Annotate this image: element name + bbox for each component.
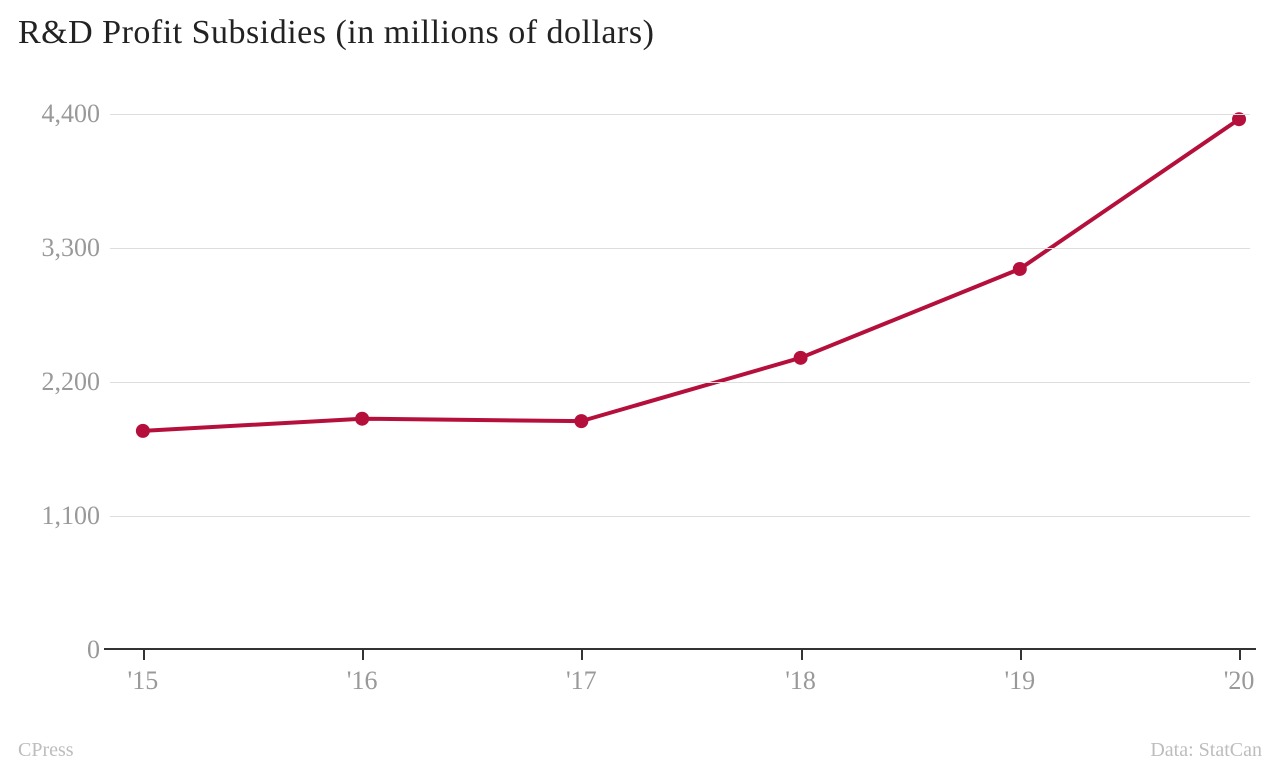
footer-source-right: Data: StatCan bbox=[1150, 739, 1262, 762]
data-point bbox=[574, 414, 588, 428]
x-tick bbox=[1239, 650, 1241, 660]
data-point bbox=[136, 424, 150, 438]
x-tick-label: '20 bbox=[1224, 666, 1255, 696]
series-line bbox=[143, 119, 1239, 431]
y-tick-label: 3,300 bbox=[20, 233, 100, 263]
x-tick-label: '17 bbox=[566, 666, 597, 696]
x-tick-label: '19 bbox=[1004, 666, 1035, 696]
x-tick-label: '18 bbox=[785, 666, 816, 696]
x-tick-label: '15 bbox=[128, 666, 159, 696]
gridline bbox=[110, 382, 1250, 383]
line-series bbox=[110, 90, 1250, 650]
x-tick bbox=[362, 650, 364, 660]
chart-container: R&D Profit Subsidies (in millions of dol… bbox=[0, 0, 1280, 776]
data-point bbox=[794, 351, 808, 365]
y-tick-label: 4,400 bbox=[20, 99, 100, 129]
y-tick-label: 1,100 bbox=[20, 501, 100, 531]
y-tick-label: 0 bbox=[20, 635, 100, 665]
chart-title: R&D Profit Subsidies (in millions of dol… bbox=[18, 14, 654, 52]
data-point bbox=[1013, 262, 1027, 276]
data-point bbox=[355, 412, 369, 426]
y-tick-label: 2,200 bbox=[20, 367, 100, 397]
plot-area: 01,1002,2003,3004,400'15'16'17'18'19'20 bbox=[110, 90, 1250, 650]
x-tick bbox=[581, 650, 583, 660]
gridline bbox=[110, 516, 1250, 517]
x-tick bbox=[801, 650, 803, 660]
x-tick-label: '16 bbox=[347, 666, 378, 696]
footer-source-left: CPress bbox=[18, 739, 74, 762]
x-tick bbox=[1020, 650, 1022, 660]
gridline bbox=[110, 248, 1250, 249]
x-tick bbox=[143, 650, 145, 660]
gridline bbox=[110, 114, 1250, 115]
